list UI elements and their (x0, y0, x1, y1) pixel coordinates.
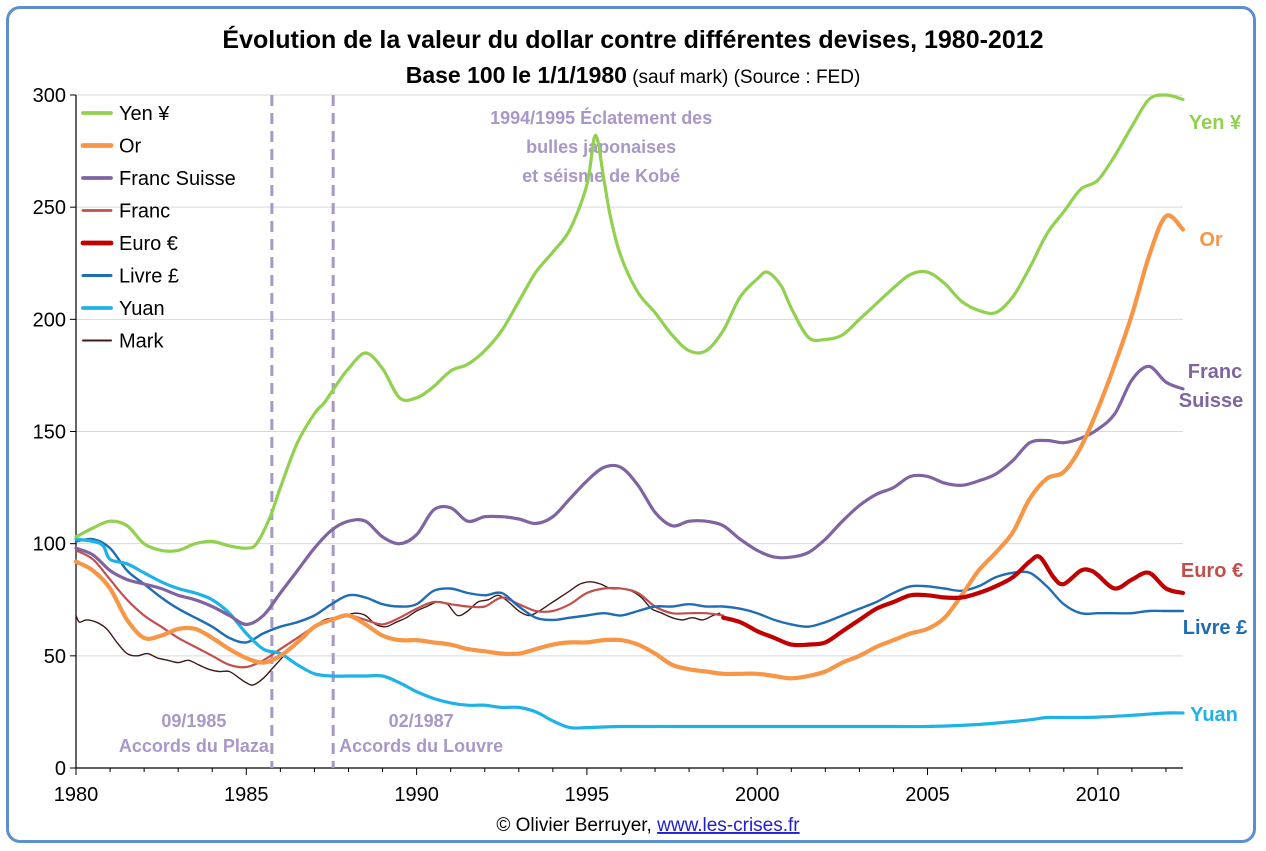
end-label-franc-suisse-0: Franc (1188, 361, 1242, 383)
chart-frame (6, 6, 1256, 843)
series-line-yen (74, 93, 1185, 553)
end-label-euro-0: Euro € (1181, 560, 1243, 582)
y-tick-label-0: 0 (55, 758, 66, 780)
x-tick-label-2005: 2005 (905, 784, 950, 806)
legend-label-yen: Yen ¥ (119, 103, 170, 125)
legend-label-franc: Franc (119, 201, 170, 223)
legend-label-or: Or (119, 136, 142, 158)
credit-prefix: © Olivier Berruyer, (496, 815, 657, 836)
series-line-or (73, 213, 1186, 681)
series-end-labels: Yen ¥ Or Franc Suisse Euro € Livre £ Yuan (1179, 112, 1247, 726)
grid (76, 94, 1183, 657)
series-line-franc (74, 549, 725, 669)
y-tick-label-300: 300 (33, 85, 66, 107)
event-label-0-1: Accords du Plaza (119, 736, 270, 756)
chart-subtitle-bold: Base 100 le 1/1/1980 (406, 62, 627, 88)
series-line-yuan (74, 537, 1185, 730)
annotations: 09/1985 Accords du Plaza 02/1987 Accords du… (119, 95, 712, 768)
x-tick-label-1985: 1985 (224, 784, 269, 806)
y-tick-label-50: 50 (44, 646, 66, 668)
axes: 0 50 100 150 200 250 300 1980 1985 1990 1995 2000 20… (33, 85, 1183, 806)
end-label-or-0: Or (1199, 229, 1223, 251)
event-label-1-1: Accords du Louvre (339, 736, 503, 756)
annotation-text-2: et séisme de Kobé (522, 166, 680, 186)
series-line-euro (721, 554, 1186, 648)
end-label-yen-0: Yen ¥ (1189, 112, 1242, 134)
legend-label-euro: Euro € (119, 233, 178, 255)
series-line-franc-suisse (74, 364, 1185, 626)
x-tick-label-1990: 1990 (394, 784, 439, 806)
legend-label-mark: Mark (119, 331, 164, 353)
chart-subtitle-normal: (sauf mark) (Source : FED) (627, 67, 860, 88)
credit-link[interactable]: www.les-crises.fr (656, 815, 800, 836)
y-tick-label-250: 250 (33, 197, 66, 219)
x-tick-label-1980: 1980 (54, 784, 99, 806)
x-tick-label-2000: 2000 (735, 784, 780, 806)
legend-label-yuan: Yuan (119, 298, 165, 320)
event-label-0-0: 09/1985 (161, 711, 226, 731)
y-tick-label-100: 100 (33, 534, 66, 556)
annotation-text-0: 1994/1995 Éclatement des (490, 107, 712, 128)
end-label-livre-0: Livre £ (1183, 617, 1247, 639)
chart-subtitle: Base 100 le 1/1/1980 (sauf mark) (Source… (406, 62, 861, 88)
end-label-yuan-0: Yuan (1190, 704, 1238, 726)
y-tick-label-200: 200 (33, 309, 66, 331)
series-lines (73, 93, 1186, 730)
legend: Yen ¥ Or Franc Suisse Franc Euro € Livre £ Yua… (80, 103, 236, 353)
series-line-livre (74, 537, 1185, 644)
x-tick-label-2010: 2010 (1076, 784, 1121, 806)
y-tick-label-150: 150 (33, 422, 66, 444)
credit: © Olivier Berruyer, www.les-crises.fr (496, 815, 800, 836)
end-label-franc-suisse-1: Suisse (1179, 390, 1243, 412)
x-tick-label-1995: 1995 (565, 784, 610, 806)
chart-title: Évolution de la valeur du dollar contre … (222, 25, 1043, 54)
annotation-text-1: bulles japonaises (526, 137, 676, 157)
event-label-1-0: 02/1987 (389, 711, 454, 731)
legend-label-franc-suisse: Franc Suisse (119, 168, 236, 190)
legend-label-livre: Livre £ (119, 266, 179, 288)
